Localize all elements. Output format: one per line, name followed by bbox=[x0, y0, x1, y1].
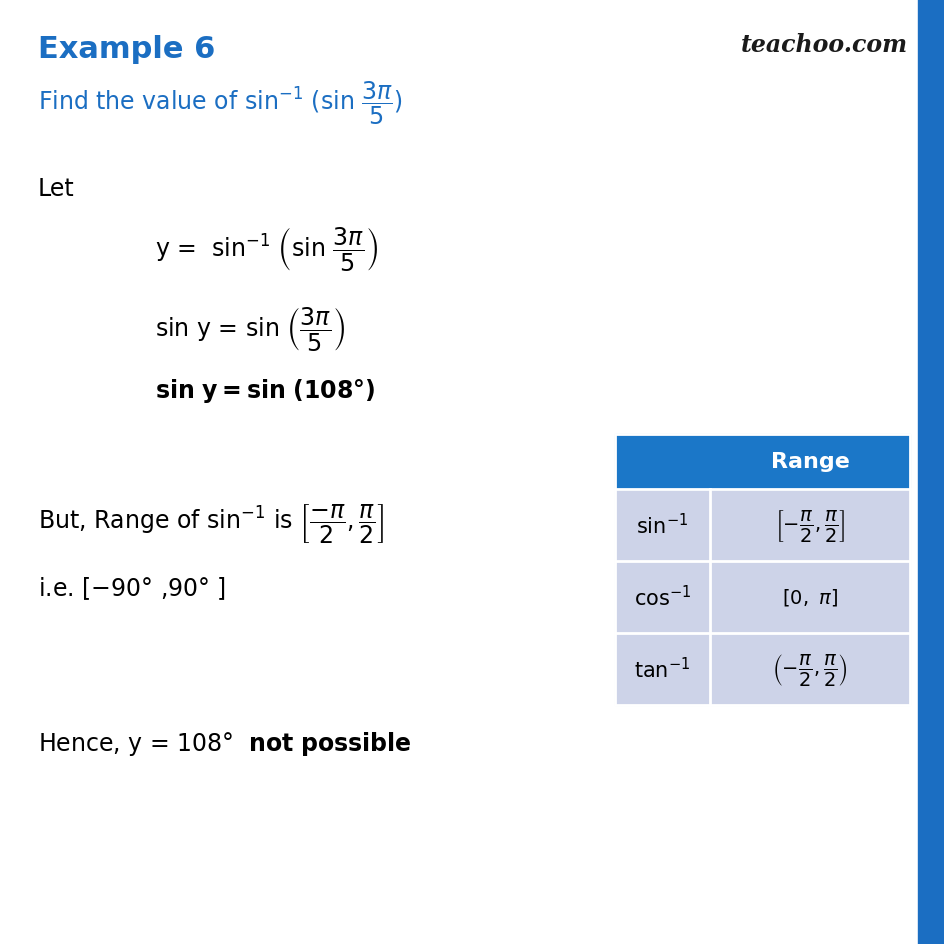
Bar bbox=[615, 633, 909, 705]
Text: Let: Let bbox=[38, 177, 75, 201]
Text: tan$^{-1}$: tan$^{-1}$ bbox=[633, 657, 690, 682]
Bar bbox=[615, 562, 909, 633]
Bar bbox=[615, 490, 909, 562]
Bar bbox=[615, 434, 909, 490]
Bar bbox=[917, 0, 944, 944]
Text: $\bf{sin\ y = sin\ (108°)}$: $\bf{sin\ y = sin\ (108°)}$ bbox=[155, 377, 375, 405]
Text: sin$^{-1}$: sin$^{-1}$ bbox=[635, 513, 688, 538]
Text: $\left(-\dfrac{\pi}{2},\dfrac{\pi}{2}\right)$: $\left(-\dfrac{\pi}{2},\dfrac{\pi}{2}\ri… bbox=[771, 651, 847, 687]
Text: i.e. [$-$90° ,90° ]: i.e. [$-$90° ,90° ] bbox=[38, 574, 226, 601]
Text: $\left[-\dfrac{\pi}{2},\dfrac{\pi}{2}\right]$: $\left[-\dfrac{\pi}{2},\dfrac{\pi}{2}\ri… bbox=[774, 508, 845, 544]
Bar bbox=[615, 434, 909, 705]
Text: sin y = sin $\left(\dfrac{3\pi}{5}\right)$: sin y = sin $\left(\dfrac{3\pi}{5}\right… bbox=[155, 305, 345, 353]
Text: Hence, y = 108°  $\bf{not\ possible}$: Hence, y = 108° $\bf{not\ possible}$ bbox=[38, 729, 412, 757]
Text: Range: Range bbox=[769, 452, 849, 472]
Text: teachoo.com: teachoo.com bbox=[740, 33, 907, 57]
Text: cos$^{-1}$: cos$^{-1}$ bbox=[633, 584, 690, 610]
Text: But, Range of sin$^{-1}$ is $\left[\dfrac{-\pi}{2},\dfrac{\pi}{2}\right]$: But, Range of sin$^{-1}$ is $\left[\dfra… bbox=[38, 502, 384, 546]
Text: Example 6: Example 6 bbox=[38, 35, 215, 64]
Text: Find the value of sin$^{-1}$ (sin $\dfrac{3\pi}{5}$): Find the value of sin$^{-1}$ (sin $\dfra… bbox=[38, 80, 402, 127]
Text: y =  sin$^{-1}$ $\left(\mathrm{sin}\ \dfrac{3\pi}{5}\right)$: y = sin$^{-1}$ $\left(\mathrm{sin}\ \dfr… bbox=[155, 225, 378, 273]
Text: $[0,\ \pi]$: $[0,\ \pi]$ bbox=[782, 587, 837, 608]
